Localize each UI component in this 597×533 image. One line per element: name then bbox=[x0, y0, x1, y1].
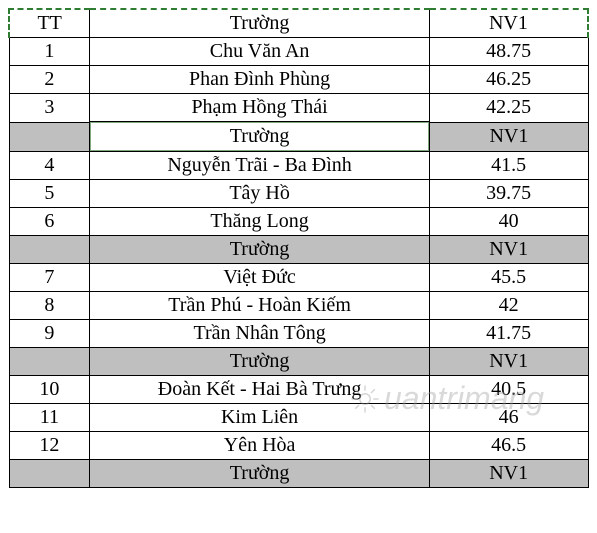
sep-truong: Trường bbox=[90, 236, 430, 264]
table-row: 10Đoàn Kết - Hai Bà Trưng40.5 bbox=[9, 376, 588, 404]
cell-nv1: 45.5 bbox=[429, 264, 588, 292]
sep-nv1: NV1 bbox=[429, 122, 588, 151]
sep-tt-empty bbox=[9, 122, 90, 151]
cell-tt: 11 bbox=[9, 404, 90, 432]
table-row: 2Phan Đình Phùng46.25 bbox=[9, 66, 588, 94]
cell-truong: Phạm Hồng Thái bbox=[90, 94, 430, 123]
cell-truong: Đoàn Kết - Hai Bà Trưng bbox=[90, 376, 430, 404]
cell-tt: 1 bbox=[9, 38, 90, 66]
separator-row: TrườngNV1 bbox=[9, 348, 588, 376]
cell-truong: Yên Hòa bbox=[90, 432, 430, 460]
table-row: 4Nguyễn Trãi - Ba Đình41.5 bbox=[9, 151, 588, 180]
separator-row: TrườngNV1 bbox=[9, 460, 588, 488]
cell-tt: 8 bbox=[9, 292, 90, 320]
table-row: 7Việt Đức45.5 bbox=[9, 264, 588, 292]
sep-tt-empty bbox=[9, 236, 90, 264]
cell-truong: Việt Đức bbox=[90, 264, 430, 292]
sep-nv1: NV1 bbox=[429, 236, 588, 264]
cell-tt: 6 bbox=[9, 208, 90, 236]
cell-tt: 9 bbox=[9, 320, 90, 348]
cell-truong: Kim Liên bbox=[90, 404, 430, 432]
cell-tt: 5 bbox=[9, 180, 90, 208]
table-row: 3Phạm Hồng Thái42.25 bbox=[9, 94, 588, 123]
table-row: 5Tây Hồ39.75 bbox=[9, 180, 588, 208]
cell-nv1: 46.5 bbox=[429, 432, 588, 460]
cell-nv1: 42.25 bbox=[429, 94, 588, 123]
sep-tt-empty bbox=[9, 460, 90, 488]
sep-truong: Trường bbox=[90, 348, 430, 376]
table-row: 6Thăng Long40 bbox=[9, 208, 588, 236]
cell-nv1: 41.5 bbox=[429, 151, 588, 180]
cell-tt: 4 bbox=[9, 151, 90, 180]
cell-truong: Trần Nhân Tông bbox=[90, 320, 430, 348]
cell-nv1: 39.75 bbox=[429, 180, 588, 208]
cell-tt: 3 bbox=[9, 94, 90, 123]
sep-truong: Trường bbox=[90, 122, 430, 151]
table-row: 8Trần Phú - Hoàn Kiếm42 bbox=[9, 292, 588, 320]
separator-row: TrườngNV1 bbox=[9, 122, 588, 151]
cell-truong: Nguyễn Trãi - Ba Đình bbox=[90, 151, 430, 180]
header-tt: TT bbox=[9, 9, 90, 38]
cell-nv1: 42 bbox=[429, 292, 588, 320]
separator-row: TrườngNV1 bbox=[9, 236, 588, 264]
cell-truong: Tây Hồ bbox=[90, 180, 430, 208]
cell-truong: Thăng Long bbox=[90, 208, 430, 236]
cell-tt: 10 bbox=[9, 376, 90, 404]
cell-nv1: 48.75 bbox=[429, 38, 588, 66]
cell-nv1: 46.25 bbox=[429, 66, 588, 94]
sep-nv1: NV1 bbox=[429, 348, 588, 376]
cell-nv1: 46 bbox=[429, 404, 588, 432]
cell-nv1: 40 bbox=[429, 208, 588, 236]
score-table: TTTrườngNV11Chu Văn An48.752Phan Đình Ph… bbox=[8, 8, 589, 488]
sep-truong: Trường bbox=[90, 460, 430, 488]
sep-nv1: NV1 bbox=[429, 460, 588, 488]
table-header: TTTrườngNV1 bbox=[9, 9, 588, 38]
sep-tt-empty bbox=[9, 348, 90, 376]
table-row: 1Chu Văn An48.75 bbox=[9, 38, 588, 66]
cell-truong: Trần Phú - Hoàn Kiếm bbox=[90, 292, 430, 320]
cell-nv1: 41.75 bbox=[429, 320, 588, 348]
table-row: 9Trần Nhân Tông41.75 bbox=[9, 320, 588, 348]
header-truong: Trường bbox=[90, 9, 430, 38]
table-row: 11Kim Liên46 bbox=[9, 404, 588, 432]
header-nv1: NV1 bbox=[429, 9, 588, 38]
cell-truong: Chu Văn An bbox=[90, 38, 430, 66]
table-row: 12Yên Hòa46.5 bbox=[9, 432, 588, 460]
cell-tt: 7 bbox=[9, 264, 90, 292]
cell-tt: 12 bbox=[9, 432, 90, 460]
cell-tt: 2 bbox=[9, 66, 90, 94]
cell-nv1: 40.5 bbox=[429, 376, 588, 404]
cell-truong: Phan Đình Phùng bbox=[90, 66, 430, 94]
